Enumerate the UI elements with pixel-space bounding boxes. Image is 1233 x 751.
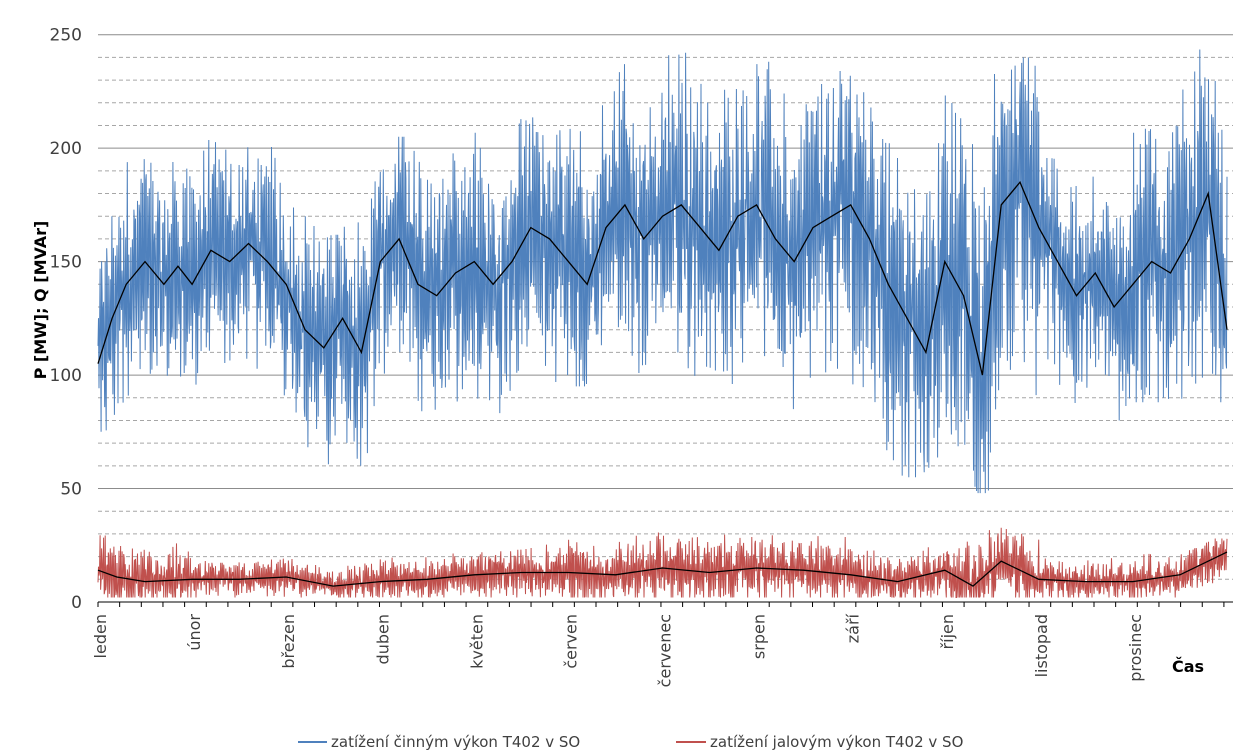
x-tick-label: červen xyxy=(561,614,580,669)
y-tick-label: 250 xyxy=(50,26,82,46)
legend-label-p: zatížení činným výkon T402 v SO xyxy=(331,733,580,751)
moving-average-line-q xyxy=(97,551,1228,587)
y-axis-title: P [MW]; Q [MVAr] xyxy=(31,221,50,380)
x-axis-tick-labels: leden únor březen duben květen červen červenec… xyxy=(91,613,1145,687)
x-tick-label: červenec xyxy=(656,614,675,687)
x-tick-label: prosinec xyxy=(1126,614,1145,682)
series-layer xyxy=(97,49,1228,599)
y-tick-label: 0 xyxy=(71,593,82,613)
x-tick-label: srpen xyxy=(750,614,769,659)
x-tick-label: duben xyxy=(373,614,392,664)
y-tick-label: 50 xyxy=(60,480,82,500)
legend: zatížení činným výkon T402 v SO zatížení… xyxy=(298,733,963,751)
y-tick-label: 150 xyxy=(50,253,82,273)
series-line-q xyxy=(97,527,1228,599)
x-tick-label: září xyxy=(844,613,863,643)
y-axis-tick-labels: 0 50 100 150 200 250 xyxy=(50,26,82,613)
series-line-p xyxy=(97,49,1228,494)
x-axis-title: Čas xyxy=(1172,657,1204,676)
x-tick-label: březen xyxy=(279,614,298,669)
x-tick-label: květen xyxy=(467,614,486,669)
y-tick-label: 100 xyxy=(50,366,82,386)
legend-label-q: zatížení jalovým výkon T402 v SO xyxy=(710,733,963,751)
x-axis-ticks xyxy=(97,602,1225,607)
y-tick-label: 200 xyxy=(50,139,82,159)
x-tick-label: říjen xyxy=(938,614,957,649)
x-tick-label: leden xyxy=(91,614,110,658)
moving-average-line-p xyxy=(97,180,1228,376)
x-tick-label: únor xyxy=(185,614,204,651)
x-tick-label: listopad xyxy=(1032,614,1051,677)
